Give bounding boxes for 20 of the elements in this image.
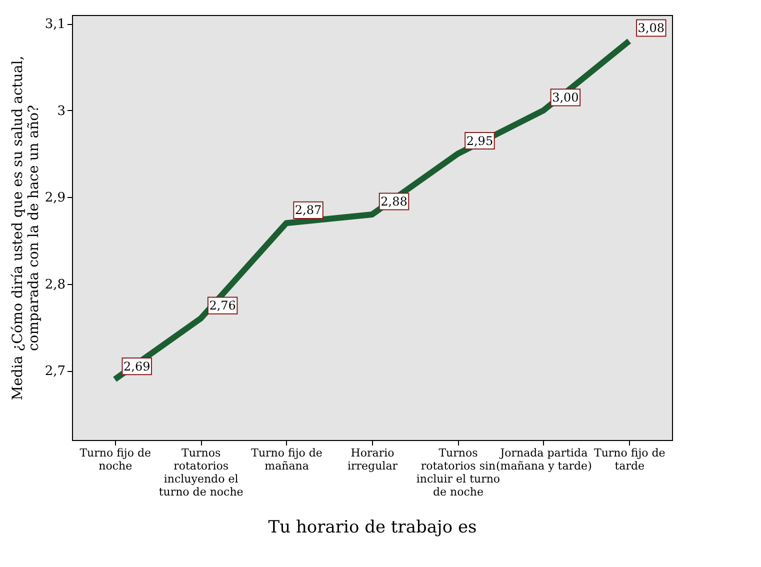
x-tick-label: Turno fijo de mañana [251,446,322,472]
data-label: 2,87 [294,203,322,218]
y-tick-label: 3 [57,104,66,119]
data-label: 2,88 [380,194,408,208]
data-label: 3,08 [638,21,664,36]
data-label: 2,95 [466,134,494,148]
y-axis-title: Media ¿Cómo diría usted que es su salud actual, comparada con la de hace un año? [10,56,42,400]
y-tick-label: 3,1 [44,17,66,32]
y-tick-label: 2,9 [44,190,66,206]
y-tick-label: 2,8 [44,277,66,292]
data-label: 2,76 [209,298,236,313]
x-tick-label: Horario irregular [347,446,398,472]
x-tick-label: Turno fijo de noche [80,446,152,472]
x-tick-label: Turno fijo de tarde [594,446,666,472]
x-tick-label: Jornada partida (mañana y tarde) [496,446,592,472]
y-tick-label: 2,7 [44,364,66,380]
data-label: 2,69 [124,359,150,374]
x-tick-label: Turnos rotatorios incluyendo el turno de noche [158,446,244,498]
data-label: 3,00 [552,90,579,104]
x-axis-title: Tu horario de trabajo es [268,518,477,538]
